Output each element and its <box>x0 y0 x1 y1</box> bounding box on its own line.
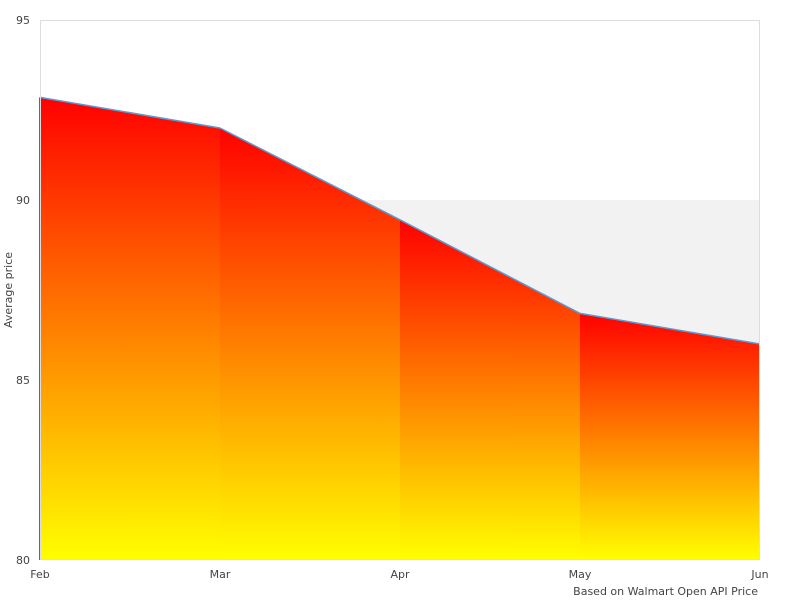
y-tick-label: 80 <box>16 554 30 567</box>
x-tick-label: Apr <box>390 568 410 581</box>
series-line-segment <box>399 219 581 315</box>
area-segment <box>40 97 220 561</box>
y-tick-label: 85 <box>16 374 30 387</box>
area-segment <box>400 219 580 561</box>
plot-frame <box>40 20 760 560</box>
x-tick-label: Jun <box>750 568 768 581</box>
y-tick-label: 95 <box>16 14 30 27</box>
y-tick-label: 90 <box>16 194 30 207</box>
area-segment <box>220 128 400 560</box>
series-line-segment <box>579 312 761 345</box>
series-line-segment <box>219 127 401 221</box>
area-segment <box>580 313 760 560</box>
credit-text: Based on Walmart Open API Price <box>573 585 758 598</box>
x-tick-label: Feb <box>30 568 49 581</box>
y-axis-label: Average price <box>2 252 15 328</box>
x-tick-label: May <box>569 568 592 581</box>
x-tick-label: Mar <box>210 568 231 581</box>
series-line-segment <box>39 96 221 129</box>
